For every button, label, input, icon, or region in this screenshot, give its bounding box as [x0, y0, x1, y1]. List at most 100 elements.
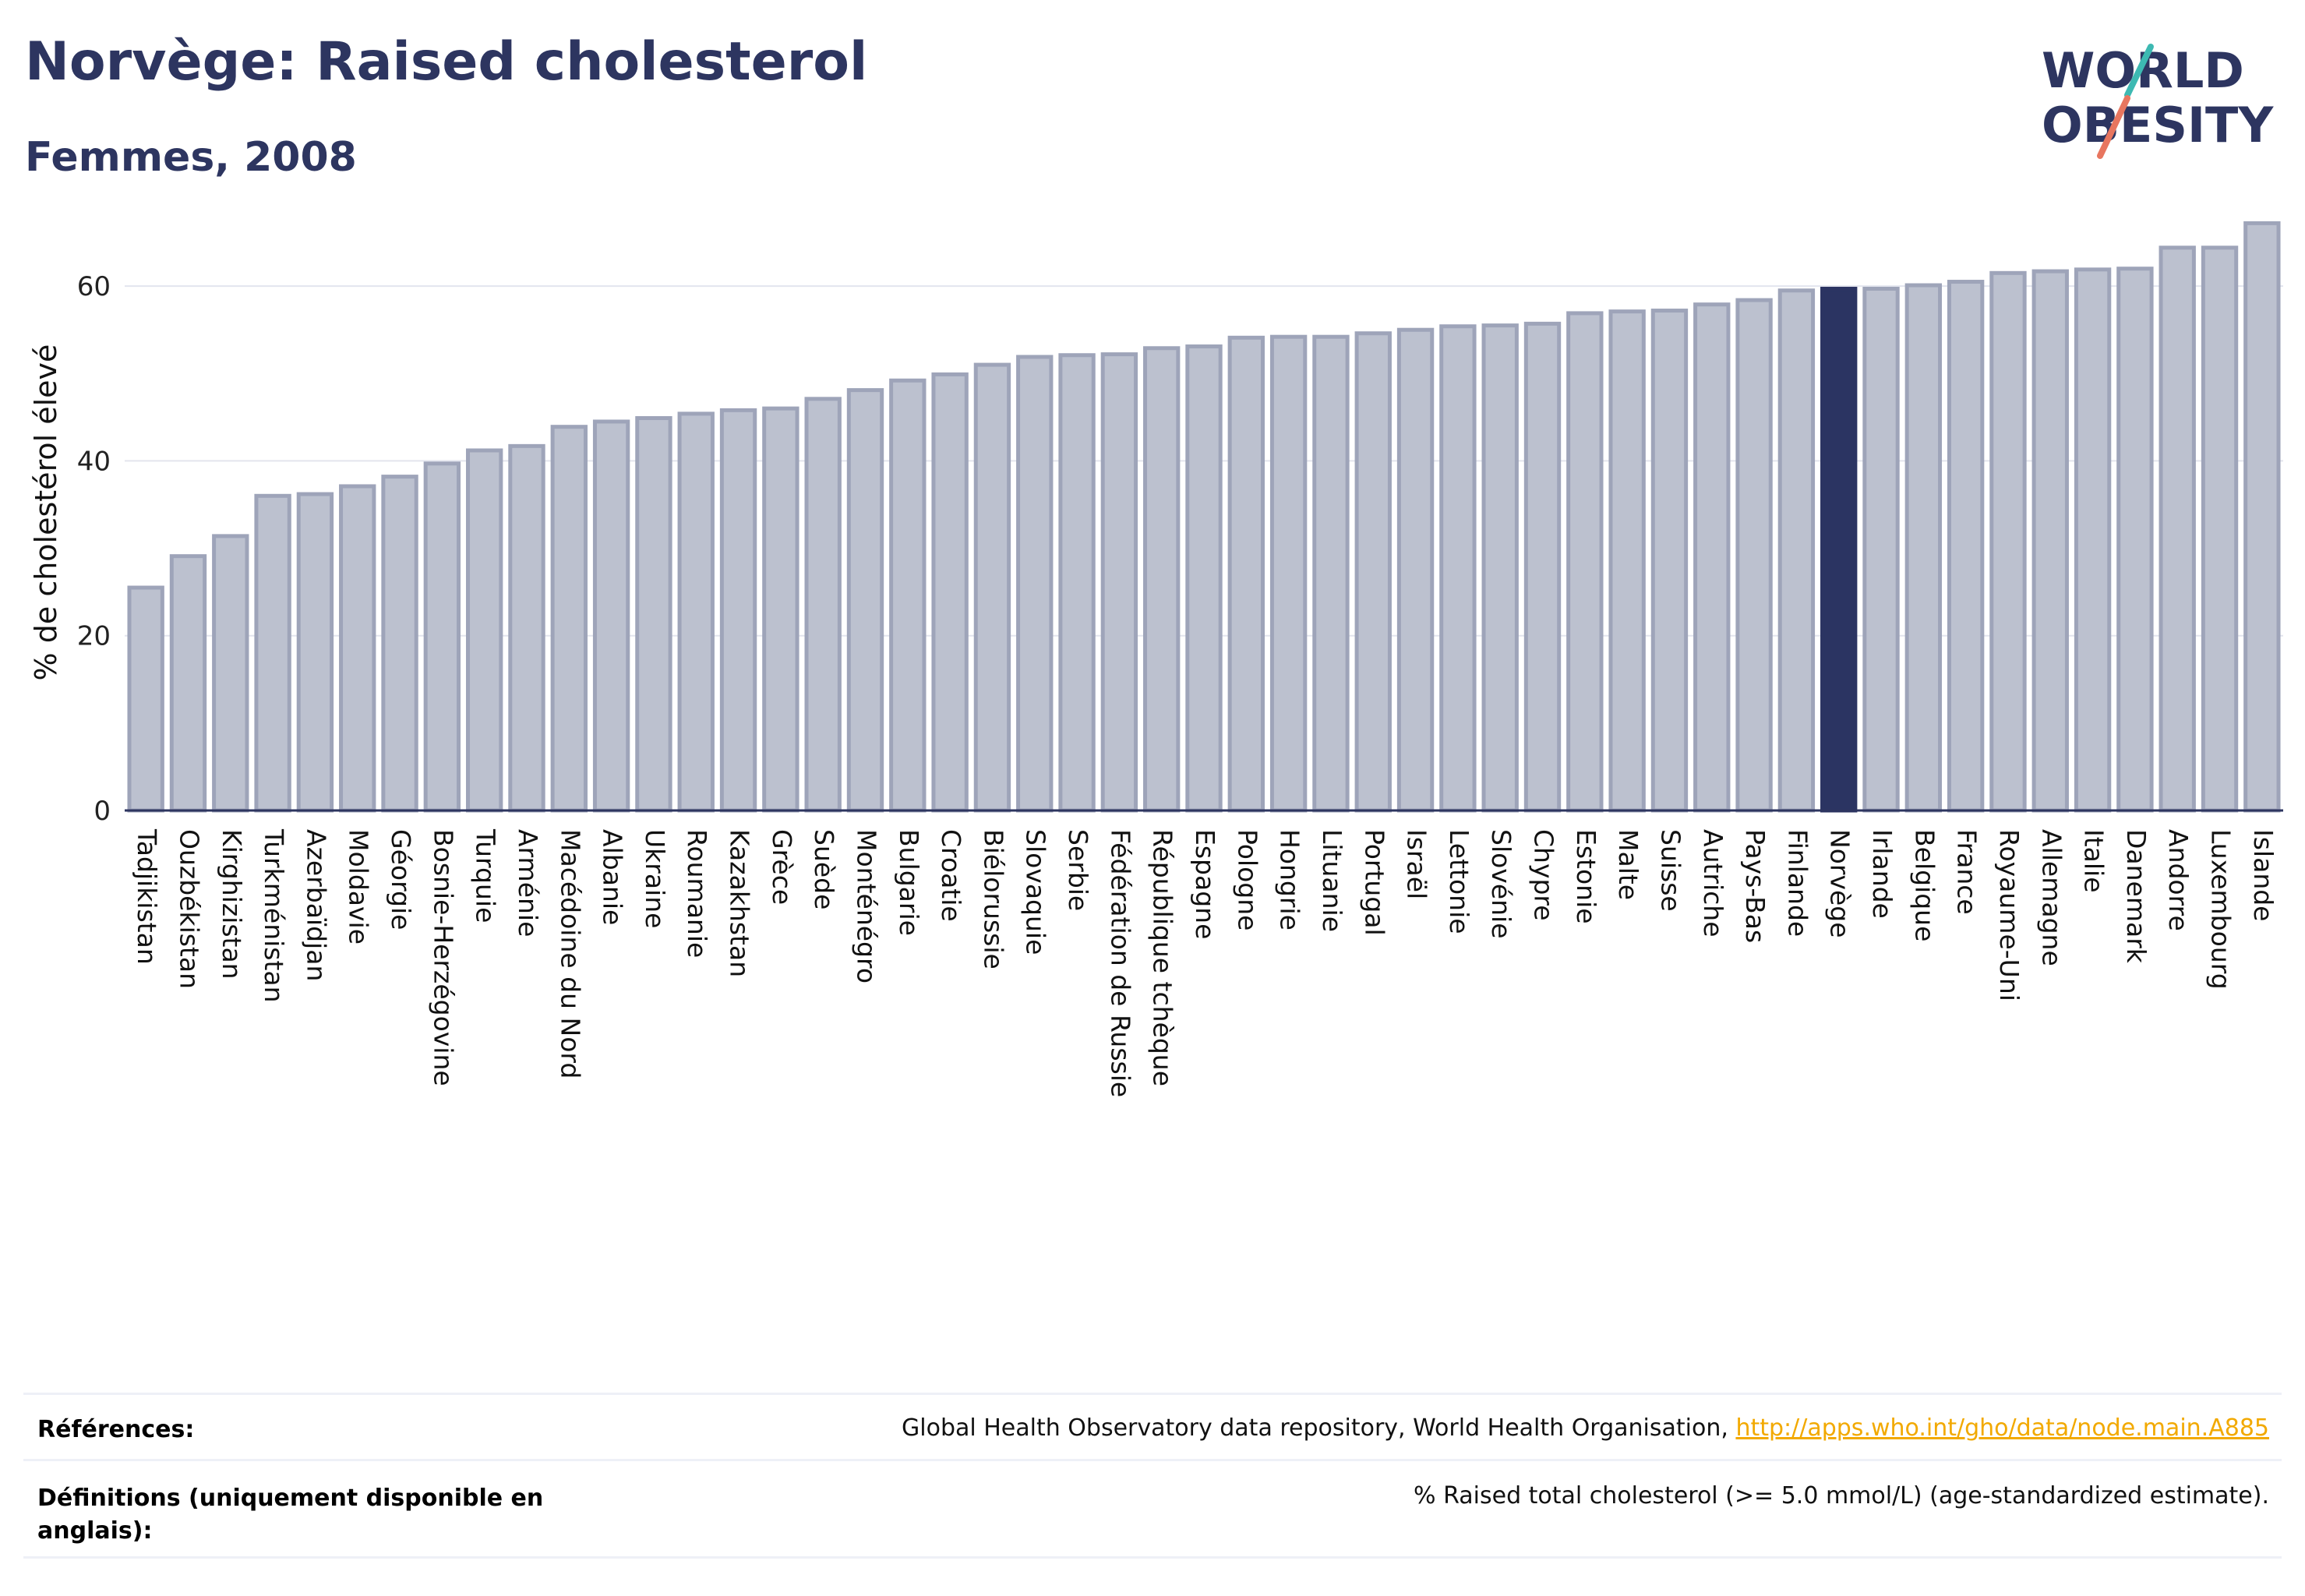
x-tick-label: Kirghizistan	[217, 829, 247, 980]
x-tick-label: Danemark	[2121, 829, 2151, 964]
bar	[550, 425, 588, 813]
bar	[762, 406, 800, 813]
x-tick-label: Hongrie	[1275, 829, 1305, 930]
x-tick-label: Fédération de Russie	[1105, 829, 1135, 1097]
page-title: Norvège: Raised cholesterol	[25, 31, 868, 93]
bar	[1862, 287, 1900, 813]
x-tick-label: République tchèque	[1148, 829, 1178, 1086]
x-tick-label: Slovénie	[1486, 829, 1516, 939]
bar	[465, 448, 503, 813]
bar	[846, 388, 884, 813]
x-tick-label: Israël	[1402, 829, 1432, 899]
x-tick-label: Allemagne	[2036, 829, 2067, 966]
x-tick-label: Suède	[809, 829, 839, 909]
y-axis-label: % de cholestérol élevé	[29, 344, 63, 681]
logo-text-obesity: OBESITY	[2042, 97, 2274, 154]
x-tick-label: Grèce	[767, 829, 797, 905]
references-label: Références:	[37, 1416, 195, 1443]
bar	[1693, 302, 1731, 813]
x-tick-label: Biélorussie	[978, 829, 1008, 969]
bar	[2243, 221, 2281, 813]
bar	[169, 554, 207, 813]
bar	[1185, 344, 1223, 813]
footer-divider-bottom	[23, 1556, 2282, 1559]
x-tick-label: Ouzbékistan	[174, 829, 204, 989]
bar	[1016, 355, 1054, 813]
x-tick-label: Azerbaïdjan	[301, 829, 331, 981]
bar	[1481, 323, 1519, 813]
footer-divider-middle	[23, 1459, 2282, 1461]
x-tick-label: France	[1952, 829, 1982, 915]
bar	[2201, 245, 2239, 813]
bar	[339, 484, 376, 813]
bar	[212, 534, 249, 813]
x-tick-label: Italie	[2079, 829, 2109, 893]
bar	[254, 493, 291, 813]
definitions-label: Définitions (uniquement disponible en an…	[37, 1485, 544, 1545]
bar	[423, 461, 461, 813]
bar	[1523, 321, 1562, 813]
bar	[592, 419, 630, 813]
bar	[508, 443, 545, 813]
x-tick-label: Macédoine du Nord	[555, 829, 585, 1079]
bar	[1989, 270, 2027, 813]
x-tick-label: Tadjikistan	[132, 828, 162, 965]
x-tick-label: Lettonie	[1444, 829, 1474, 934]
bar	[1904, 283, 1943, 813]
bar	[931, 372, 969, 813]
x-tick-label: Pays-Bas	[1740, 829, 1770, 943]
x-tick-label: Moldavie	[344, 829, 374, 945]
x-tick-label: Bulgarie	[894, 829, 924, 936]
x-tick-label: Autriche	[1698, 829, 1728, 937]
x-tick-label: Andorre	[2163, 829, 2194, 931]
bar	[296, 492, 334, 813]
bar	[381, 475, 418, 813]
world-obesity-logo: WORLD OBESITY	[2042, 42, 2274, 159]
y-tick-label: 60	[77, 271, 111, 302]
bar	[973, 362, 1011, 813]
x-tick-label: Roumanie	[682, 829, 712, 958]
x-tick-label: Arménie	[513, 829, 543, 937]
x-tick-label: Belgique	[1909, 829, 1940, 941]
bar	[1058, 353, 1096, 813]
bar	[1269, 334, 1308, 813]
x-tick-label: Pologne	[1232, 829, 1262, 930]
bar	[1100, 352, 1138, 813]
x-tick-label: Malte	[1613, 829, 1643, 900]
x-tick-label: Suisse	[1655, 829, 1686, 912]
logo-slash-teal	[2124, 44, 2154, 98]
x-tick-label: Espagne	[1190, 829, 1220, 939]
x-tick-label: Turkménistan	[259, 828, 289, 1003]
x-tick-label: Serbie	[1063, 829, 1093, 911]
bar	[1396, 327, 1435, 813]
bar	[1735, 298, 1773, 813]
x-tick-label: Albanie	[598, 829, 628, 925]
bar	[1312, 334, 1350, 813]
references-link[interactable]: http://apps.who.int/gho/data/node.main.A…	[1735, 1414, 2269, 1442]
x-tick-label: Royaume-Uni	[1994, 829, 2024, 1001]
bar	[127, 585, 164, 813]
x-tick-label: Géorgie	[386, 829, 416, 930]
x-tick-label: Lituanie	[1317, 829, 1347, 932]
bar	[719, 408, 757, 813]
footer-divider-top	[23, 1393, 2282, 1395]
x-tick-label: Irlande	[1867, 829, 1897, 919]
bar	[1777, 288, 1816, 813]
bar	[2031, 269, 2069, 813]
bar	[1354, 331, 1392, 813]
x-tick-label: Bosnie-Herzégovine	[428, 829, 458, 1086]
bar	[1439, 324, 1477, 813]
bar	[804, 397, 842, 813]
bar	[2074, 267, 2112, 813]
x-tick-label: Chypre	[1529, 829, 1559, 921]
bar	[635, 415, 672, 813]
logo-slash-coral	[2097, 95, 2130, 159]
bar-chart: 0 20 40 60 Tadjikistan Ouzbékistan Kirghizista…	[29, 221, 2283, 1097]
x-tick-label: Finlande	[1782, 829, 1813, 937]
bar	[677, 411, 715, 813]
x-tick-label: Norvège	[1825, 829, 1855, 938]
bar	[1650, 309, 1689, 813]
y-tick-label: 40	[77, 446, 111, 477]
y-tick-label: 20	[77, 621, 111, 652]
x-tick-label: Ukraine	[640, 829, 670, 928]
